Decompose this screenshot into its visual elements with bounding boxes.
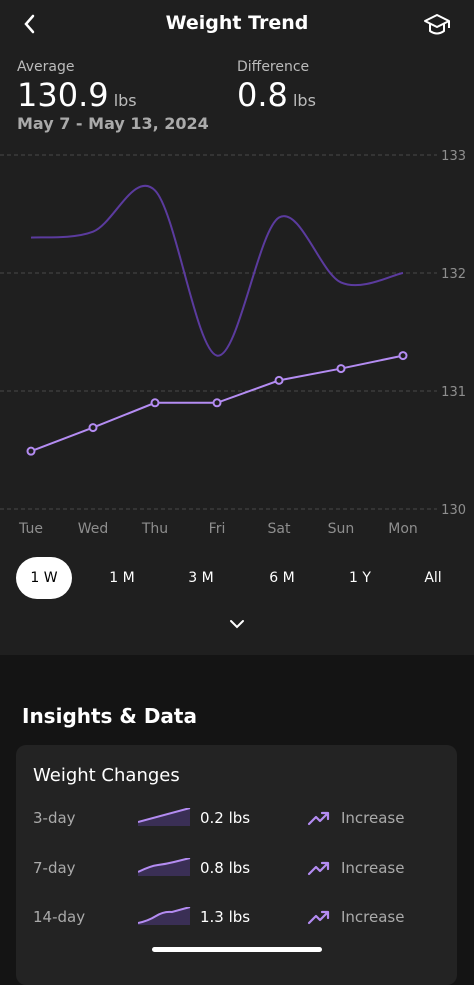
sparkline [137,807,192,832]
date-range: May 7 - May 13, 2024 [17,114,209,133]
card-title: Weight Changes [33,765,180,786]
average-label: Average [17,59,75,75]
average-value: 130.9 lbs [17,76,137,114]
y-tick-label: 133 [441,149,466,164]
sparkline [137,906,192,931]
trend-icon [307,808,331,832]
y-tick-label: 132 [441,267,466,282]
difference-unit: lbs [292,91,316,110]
insights-title: Insights & Data [22,704,197,728]
point [26,446,36,456]
point [398,351,408,361]
difference-label: Difference [237,59,310,75]
x-tick-label: Wed [78,521,109,537]
trend-icon [307,907,331,931]
range-option[interactable]: 1 Y [349,570,371,586]
home-indicator [152,947,322,952]
trend-arrow [307,811,330,826]
learn-button[interactable] [423,12,451,38]
x-tick-label: Mon [388,521,418,537]
point [212,398,222,408]
x-tick-label: Tue [18,521,43,537]
difference-number: 0.8 [237,76,288,114]
sparkline [137,857,192,882]
x-tick-label: Sat [268,521,291,537]
range-option[interactable]: 6 M [269,570,295,586]
period: 7-day [33,859,76,877]
range-option[interactable]: 3 M [188,570,214,586]
x-tick-label: Thu [141,521,168,537]
x-tick-label: Sun [328,521,355,537]
point [150,398,160,408]
change: 0.2 lbs [200,809,251,827]
period: 3-day [33,809,76,827]
weight-changes-card: Weight Changes [16,745,457,985]
trend-arrow [307,861,330,876]
point [88,423,98,433]
average-number: 130.9 [17,76,109,114]
x-tick-label: Fri [209,521,226,537]
change: 1.3 lbs [200,908,251,926]
sparkline-graphic [137,807,191,826]
y-tick-label: 130 [441,503,466,518]
expand-button[interactable] [227,614,247,634]
trend-icon [307,858,331,882]
trend-arrow [307,910,330,925]
sparkline-graphic [137,906,191,925]
range-option[interactable]: 1 M [109,570,135,586]
period: 14-day [33,908,86,926]
trend: Increase [341,859,405,877]
average-unit: lbs [113,91,137,110]
difference-value: 0.8 lbs [237,76,316,114]
change: 0.8 lbs [200,859,251,877]
sparkline-graphic [137,857,191,876]
trend: Increase [341,809,405,827]
range-option[interactable]: 1 W [16,557,72,599]
series-line [30,184,404,357]
range-option[interactable]: All [424,570,442,586]
back-button[interactable] [18,12,42,36]
chart: 130 131 132 133 Tue Wed Thu Fri Sat Sun Mon [0,149,466,537]
point [274,375,284,385]
y-tick-label: 131 [441,385,466,400]
point [336,364,346,374]
page-title: Weight Trend [165,12,309,34]
trend: Increase [341,908,405,926]
